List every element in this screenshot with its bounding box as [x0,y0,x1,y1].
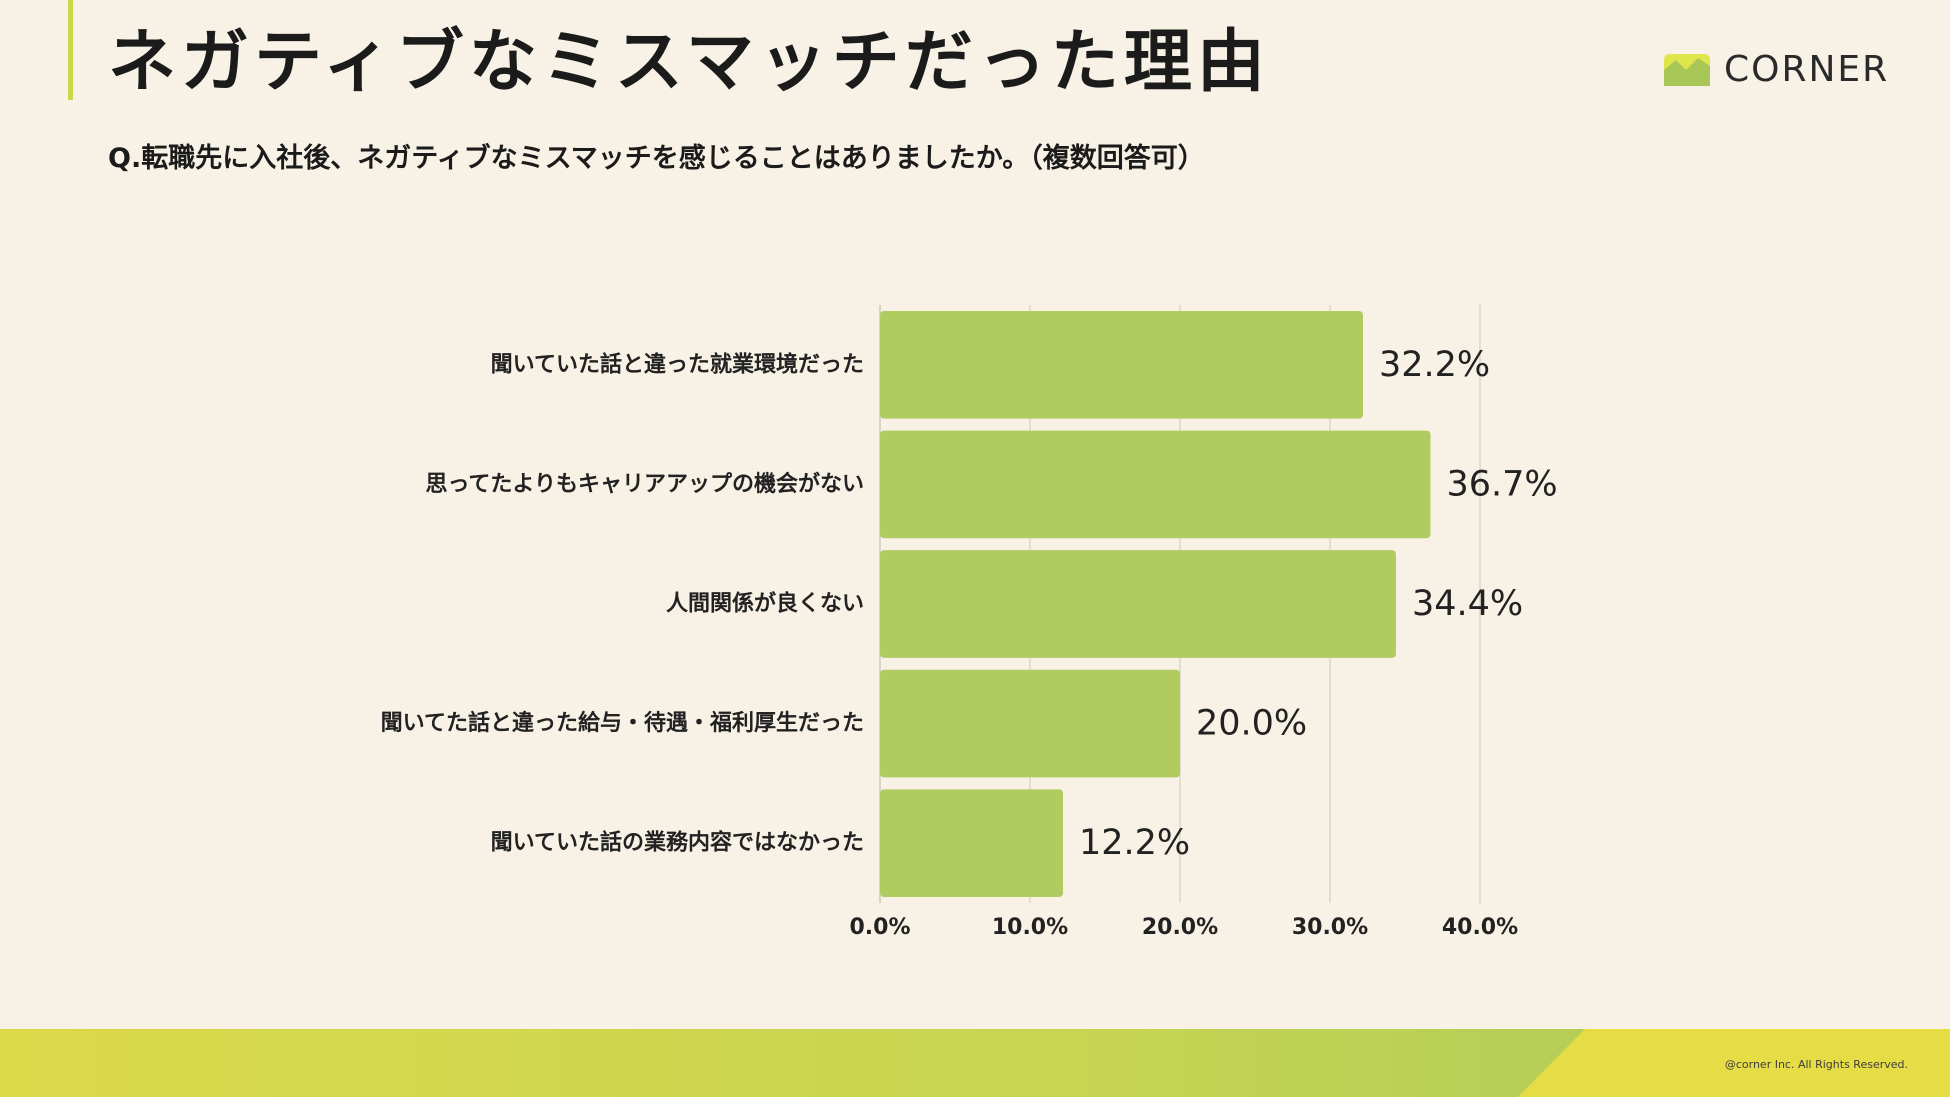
tick-label: 0.0% [849,915,910,940]
value-labels: 32.2% 36.7% 34.4% 20.0% 12.2% [1079,345,1558,863]
page-title: ネガティブなミスマッチだった理由 [108,23,1270,102]
tick-labels: 0.0% 10.0% 20.0% 30.0% 40.0% [849,915,1518,940]
category-labels: 聞いていた話と違った就業環境だった思ってたよりもキャリアアップの機会がない人間関… [381,351,864,855]
category-label: 人間関係が良くない [666,591,864,617]
bar [880,789,1063,898]
data-label: 34.4% [1412,584,1523,624]
bars [880,310,1431,898]
bar [880,310,1363,419]
corner-logo: CORNER [1664,49,1889,90]
copyright: @corner Inc. All Rights Reserved. [1724,1058,1908,1071]
category-label: 聞いていた話と違った就業環境だった [491,351,864,377]
bar [880,669,1180,778]
survey-question: Q.転職先に入社後、ネガティブなミスマッチを感じることはありましたか。（複数回答… [108,143,1205,174]
data-label: 32.2% [1379,345,1490,385]
category-label: 思ってたよりもキャリアアップの機会がない [426,471,864,497]
data-label: 12.2% [1079,823,1190,863]
data-label: 36.7% [1447,464,1558,504]
tick-label: 20.0% [1142,915,1218,940]
tick-label: 40.0% [1442,915,1518,940]
logo-text: CORNER [1724,49,1890,90]
bar-chart: 聞いていた話と違った就業環境だった思ってたよりもキャリアアップの機会がない人間関… [381,305,1558,940]
bar [880,550,1396,658]
title-accent-line [68,0,73,100]
tick-label: 10.0% [992,915,1068,940]
footer-band [0,1029,1950,1097]
data-label: 20.0% [1196,704,1307,744]
category-label: 聞いてた話と違った給与・待遇・福利厚生だった [381,710,864,736]
category-label: 聞いていた話の業務内容ではなかった [491,830,864,856]
bar [880,430,1431,539]
corner-logo-icon [1664,53,1710,86]
tick-label: 30.0% [1292,915,1368,940]
